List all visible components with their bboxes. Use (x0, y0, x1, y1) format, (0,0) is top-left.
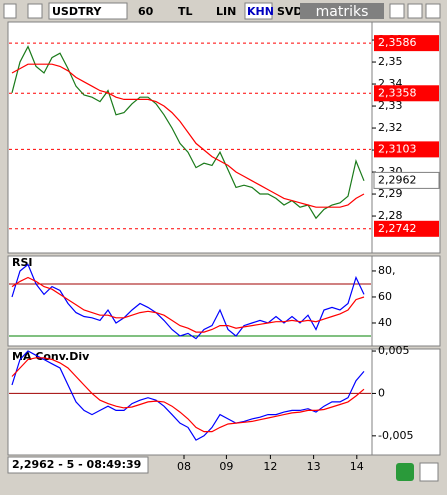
dropdown-button[interactable] (389, 3, 405, 19)
y-tick-label: 2,28 (378, 209, 403, 222)
menu-icon[interactable] (3, 3, 17, 19)
level-label: 2,3358 (378, 86, 417, 99)
x-tick-label: 09 (219, 460, 233, 473)
macd-title: MA Conv.Div (12, 350, 90, 363)
symbol[interactable]: USDTRY (52, 5, 102, 18)
y-tick-label: 40 (378, 316, 392, 329)
logo-box (300, 3, 384, 19)
x-tick-label: 08 (177, 460, 191, 473)
y-tick-label: 2,35 (378, 55, 403, 68)
series-line (11, 276, 365, 333)
y-tick-label: 0,005 (378, 344, 410, 357)
logo: matriks (316, 4, 369, 20)
level-label: 2,3103 (378, 142, 417, 155)
series-line (11, 350, 365, 441)
y-tick-label: 0 (378, 386, 385, 399)
level-label: 2,2742 (378, 222, 417, 235)
y-tick-label: 80, (378, 264, 396, 277)
series-line (11, 263, 365, 340)
y-tick-label: 2,29 (378, 187, 403, 200)
status-box (7, 456, 149, 474)
period[interactable]: 60 (138, 5, 154, 18)
settings-button[interactable] (419, 462, 439, 482)
rsi-panel (7, 255, 373, 347)
style[interactable]: KHN (247, 5, 274, 18)
level-label: 2,3586 (378, 36, 417, 49)
price-panel (7, 21, 373, 254)
level-box (374, 141, 439, 158)
series-line (11, 357, 365, 433)
minimize-button[interactable] (407, 3, 423, 19)
scale[interactable]: LIN (216, 5, 236, 18)
x-tick-label: 12 (263, 460, 277, 473)
macd-panel (7, 348, 373, 456)
level-box (374, 85, 439, 102)
level-box (374, 220, 439, 237)
series-line (11, 63, 365, 208)
extra[interactable]: SVD (277, 5, 303, 18)
x-tick-label: 14 (350, 460, 364, 473)
current-box (373, 171, 440, 189)
symbol-box[interactable] (48, 2, 128, 20)
level-box (374, 35, 439, 52)
close-button[interactable] (425, 3, 441, 19)
price-axis (371, 21, 441, 254)
style-box[interactable] (244, 2, 273, 20)
refresh-button[interactable] (396, 463, 414, 481)
y-tick-label: -0,005 (378, 429, 413, 442)
status: 2,2962 - 5 - 08:49:39 (12, 458, 141, 471)
current-label: 2,2962 (378, 173, 417, 186)
y-tick-label: 2,33 (378, 99, 403, 112)
series-line (11, 45, 365, 220)
symbol-icon[interactable] (27, 3, 43, 19)
y-tick-label: 60 (378, 290, 392, 303)
rsi-axis (371, 255, 441, 347)
y-tick-label: 2,32 (378, 121, 403, 134)
x-tick-label: 13 (307, 460, 321, 473)
macd-axis (371, 348, 441, 456)
currency[interactable]: TL (178, 5, 193, 18)
